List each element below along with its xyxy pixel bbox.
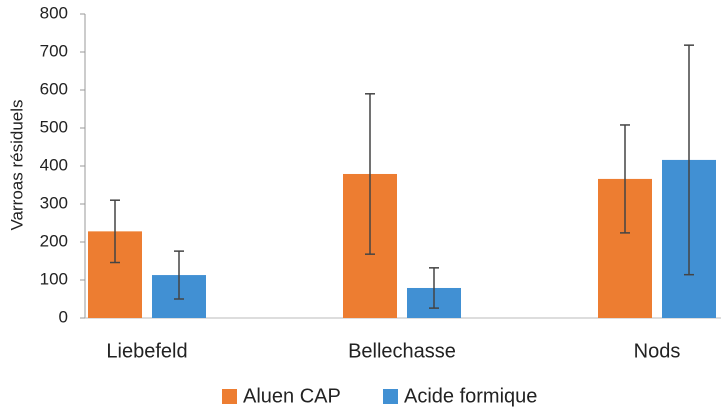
y-tick-label: 500 [40, 117, 68, 136]
y-tick-label: 600 [40, 79, 68, 98]
error-bar [684, 44, 694, 276]
error-bar [365, 93, 375, 255]
error-bar [110, 199, 120, 264]
error-bar [174, 250, 184, 300]
x-tick-label: Bellechasse [348, 340, 456, 362]
y-tick-label: 0 [59, 307, 68, 326]
y-axis-title: Varroas résiduels [7, 99, 26, 230]
legend-label: Aluen CAP [243, 385, 341, 407]
x-tick-label: Nods [634, 340, 681, 362]
x-tick-label: Liebefeld [106, 340, 187, 362]
y-tick-label: 800 [40, 3, 68, 22]
legend-swatch [383, 389, 398, 404]
y-tick-label: 100 [40, 269, 68, 288]
error-bar [620, 124, 630, 234]
legend-label: Acide formique [404, 385, 537, 407]
y-tick-label: 400 [40, 155, 68, 174]
y-tick-label: 700 [40, 41, 68, 60]
y-tick-label: 300 [40, 193, 68, 212]
legend-swatch [222, 389, 237, 404]
y-tick-label: 200 [40, 231, 68, 250]
error-bar [429, 267, 439, 309]
